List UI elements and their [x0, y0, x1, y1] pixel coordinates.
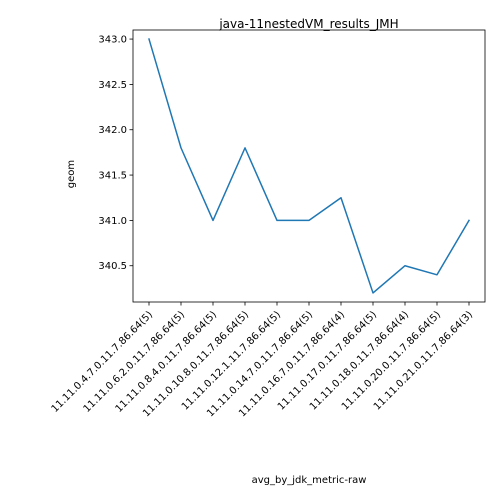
- plot-frame: [132, 29, 486, 303]
- chart-title: java-11nestedVM_results_JMH: [218, 17, 398, 31]
- x-axis-label: avg_by_jdk_metric-raw: [252, 475, 367, 486]
- y-tick-label: 342.5: [98, 80, 127, 91]
- y-tick-label: 343.0: [98, 35, 127, 46]
- y-tick-label: 340.5: [98, 261, 127, 272]
- plot-area: 340.5341.0341.5342.0342.5343.011.11.0.4.…: [50, 29, 486, 419]
- y-tick-label: 341.5: [98, 171, 127, 182]
- series-line: [148, 38, 471, 294]
- y-axis-label: geom: [66, 160, 77, 188]
- y-tick-label: 341.0: [98, 216, 127, 227]
- y-tick-label: 342.0: [98, 125, 127, 136]
